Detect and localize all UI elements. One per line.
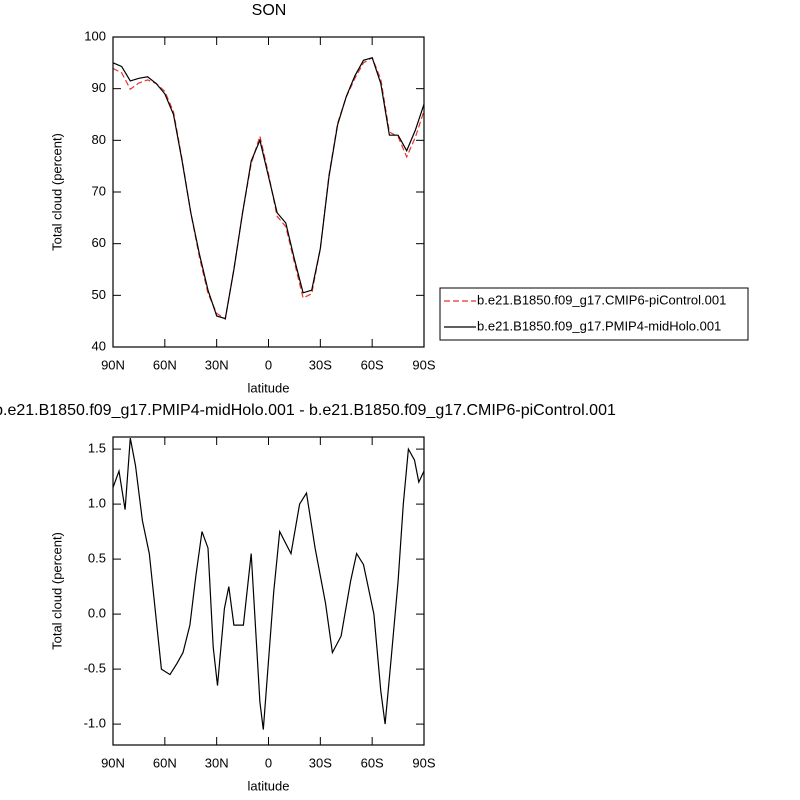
legend-label: b.e21.B1850.f09_g17.CMIP6-piControl.001 [477, 292, 726, 307]
y-tick-label: 100 [84, 28, 106, 43]
x-tick-label: 60S [361, 357, 384, 372]
x-axis-label: latitude [248, 778, 290, 793]
x-tick-label: 90S [412, 755, 435, 770]
plot-frame [112, 36, 425, 348]
data-line [112, 56, 425, 320]
plot-frame [112, 436, 425, 746]
x-tick-label: 60N [153, 357, 177, 372]
x-tick-label: 90N [101, 357, 125, 372]
y-tick-label: 60 [92, 235, 106, 250]
y-tick-label: 50 [92, 287, 106, 302]
x-tick-label: 30N [205, 755, 229, 770]
data-line [112, 56, 425, 321]
x-tick-label: 30N [205, 357, 229, 372]
y-axis-label: Total cloud (percent) [49, 133, 64, 251]
legend-label: b.e21.B1850.f09_g17.PMIP4-midHolo.001 [477, 318, 721, 333]
chart-title: SON [252, 2, 287, 19]
y-tick-label: 80 [92, 132, 106, 147]
x-tick-label: 30S [309, 357, 332, 372]
x-tick-label: 30S [309, 755, 332, 770]
x-tick-label: 0 [265, 357, 272, 372]
x-tick-label: 60N [153, 755, 177, 770]
chart-title: b.e21.B1850.f09_g17.PMIP4-midHolo.001 - … [0, 402, 616, 419]
legend-box [439, 287, 749, 341]
y-tick-label: 40 [92, 338, 106, 353]
x-axis-label: latitude [248, 380, 290, 395]
x-tick-label: 0 [265, 755, 272, 770]
x-tick-label: 60S [361, 755, 384, 770]
y-axis-label: Total cloud (percent) [49, 532, 64, 650]
data-line [112, 437, 425, 730]
y-tick-label: 0.5 [88, 551, 106, 566]
y-tick-label: -1.0 [84, 716, 106, 731]
y-tick-label: 1.0 [88, 496, 106, 511]
x-tick-label: 90S [412, 357, 435, 372]
y-tick-label: 90 [92, 80, 106, 95]
y-tick-label: 0.0 [88, 606, 106, 621]
y-tick-label: 1.5 [88, 441, 106, 456]
y-tick-label: 70 [92, 183, 106, 198]
y-tick-label: -0.5 [84, 661, 106, 676]
x-tick-label: 90N [101, 755, 125, 770]
